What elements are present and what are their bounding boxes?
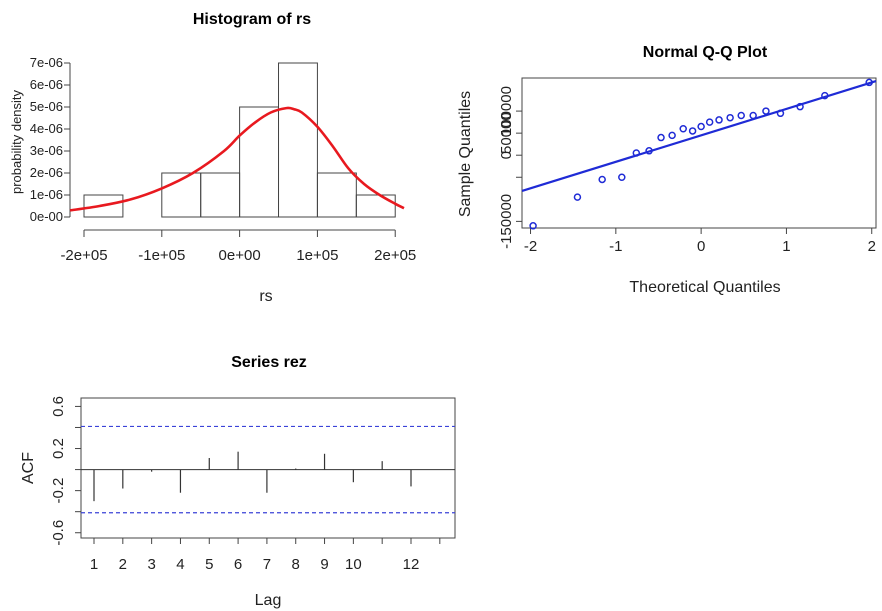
qq-point <box>573 193 582 201</box>
acf-x-tick-label: 3 <box>147 556 155 573</box>
histogram-y-tick-label: 5e-06 <box>30 99 63 114</box>
acf-x-tick-label: 2 <box>119 556 127 573</box>
qq-x-label: Theoretical Quantiles <box>629 279 780 296</box>
qq-point <box>796 102 804 111</box>
qq-x-tick-label: 2 <box>868 238 876 255</box>
acf-y-tick-label: 0.2 <box>50 438 67 459</box>
histogram-x-tick-label: 2e+05 <box>374 247 416 264</box>
acf-x-tick-label: 1 <box>90 556 98 573</box>
histogram-y-label: probability density <box>9 89 24 194</box>
acf-y-label: ACF <box>20 452 37 484</box>
histogram-x-label: rs <box>259 288 272 305</box>
histogram-bar <box>200 172 241 218</box>
qq-point <box>598 175 606 184</box>
acf-x-tick-label: 10 <box>345 556 362 573</box>
qq-x-tick-label: 1 <box>782 238 790 255</box>
histogram-bar <box>355 194 396 218</box>
qq-x-tick-label: 0 <box>697 238 705 255</box>
histogram-x-tick-label: 1e+05 <box>296 247 338 264</box>
histogram-bar <box>83 194 124 218</box>
qq-point <box>668 131 676 140</box>
qq-point <box>632 149 641 157</box>
qq-point <box>762 107 770 115</box>
histogram-y-tick-label: 4e-06 <box>30 121 63 136</box>
acf-x-tick-label: 4 <box>176 556 184 573</box>
qq-y-tick-label: -150000 <box>498 194 515 249</box>
qq-point <box>715 116 723 124</box>
acf-y-tick-label: -0.2 <box>50 478 67 504</box>
acf-x-tick-label: 6 <box>234 556 242 573</box>
qq-point <box>679 124 687 133</box>
qq-point <box>529 222 537 230</box>
qq-y-tick-label: 50000 <box>498 112 515 154</box>
qq-x-tick-label: -1 <box>609 238 622 255</box>
acf-plot-box <box>80 397 456 539</box>
acf-title: Series rez <box>231 354 307 371</box>
histogram-y-tick-label: 0e-00 <box>30 209 63 224</box>
histogram-x-tick-label: -2e+05 <box>60 247 107 264</box>
acf-x-label: Lag <box>255 592 282 609</box>
qq-point <box>657 133 665 142</box>
qq-point <box>645 147 653 155</box>
qq-plot-box <box>521 77 877 229</box>
acf-y-tick-label: 0.6 <box>50 396 67 417</box>
histogram-y-tick-label: 1e-06 <box>30 187 63 202</box>
histogram-y-tick-label: 2e-06 <box>30 165 63 180</box>
qq-y-label: Sample Quantiles <box>457 91 474 217</box>
acf-x-tick-label: 8 <box>292 556 300 573</box>
qq-point <box>697 122 705 131</box>
histogram-y-tick-label: 6e-06 <box>30 77 63 92</box>
qq-title: Normal Q-Q Plot <box>643 44 768 61</box>
qq-point <box>776 109 785 118</box>
histogram-bar <box>316 172 357 218</box>
qq-point <box>688 127 697 135</box>
histogram-chart: Histogram of rs -2e+05 -1e+05 0e+00 1e+05 2e+… <box>9 11 416 305</box>
acf-x-tick-label: 7 <box>263 556 271 573</box>
acf-x-tick-label: 9 <box>320 556 328 573</box>
density-curve <box>69 106 405 212</box>
qq-reference-line <box>521 80 877 192</box>
acf-x-tick-label: 12 <box>403 556 420 573</box>
qq-y-tick-label: 100000 <box>498 86 515 136</box>
qq-point <box>705 118 714 126</box>
qq-x-tick-label: -2 <box>524 238 537 255</box>
histogram-bar <box>278 62 318 218</box>
qq-point <box>618 173 626 182</box>
histogram-title: Histogram of rs <box>193 11 311 28</box>
qq-point <box>737 111 745 120</box>
histogram-y-tick-label: 7e-06 <box>30 55 63 70</box>
histogram-x-tick-label: -1e+05 <box>138 247 185 264</box>
qq-y-tick-label: 0 <box>498 151 515 159</box>
acf-y-tick-label: -0.6 <box>50 520 67 546</box>
histogram-bar <box>239 106 280 218</box>
qq-point <box>726 113 734 122</box>
qq-point <box>821 91 829 100</box>
histogram-x-tick-label: 0e+00 <box>219 247 261 264</box>
histogram-y-tick-label: 3e-06 <box>30 143 63 158</box>
qq-chart: Normal Q-Q Plot -2 -1 0 1 2 Theoretical Quanti… <box>457 44 877 296</box>
acf-x-tick-label: 5 <box>205 556 213 573</box>
qq-point <box>865 78 873 87</box>
qq-point <box>749 111 757 120</box>
